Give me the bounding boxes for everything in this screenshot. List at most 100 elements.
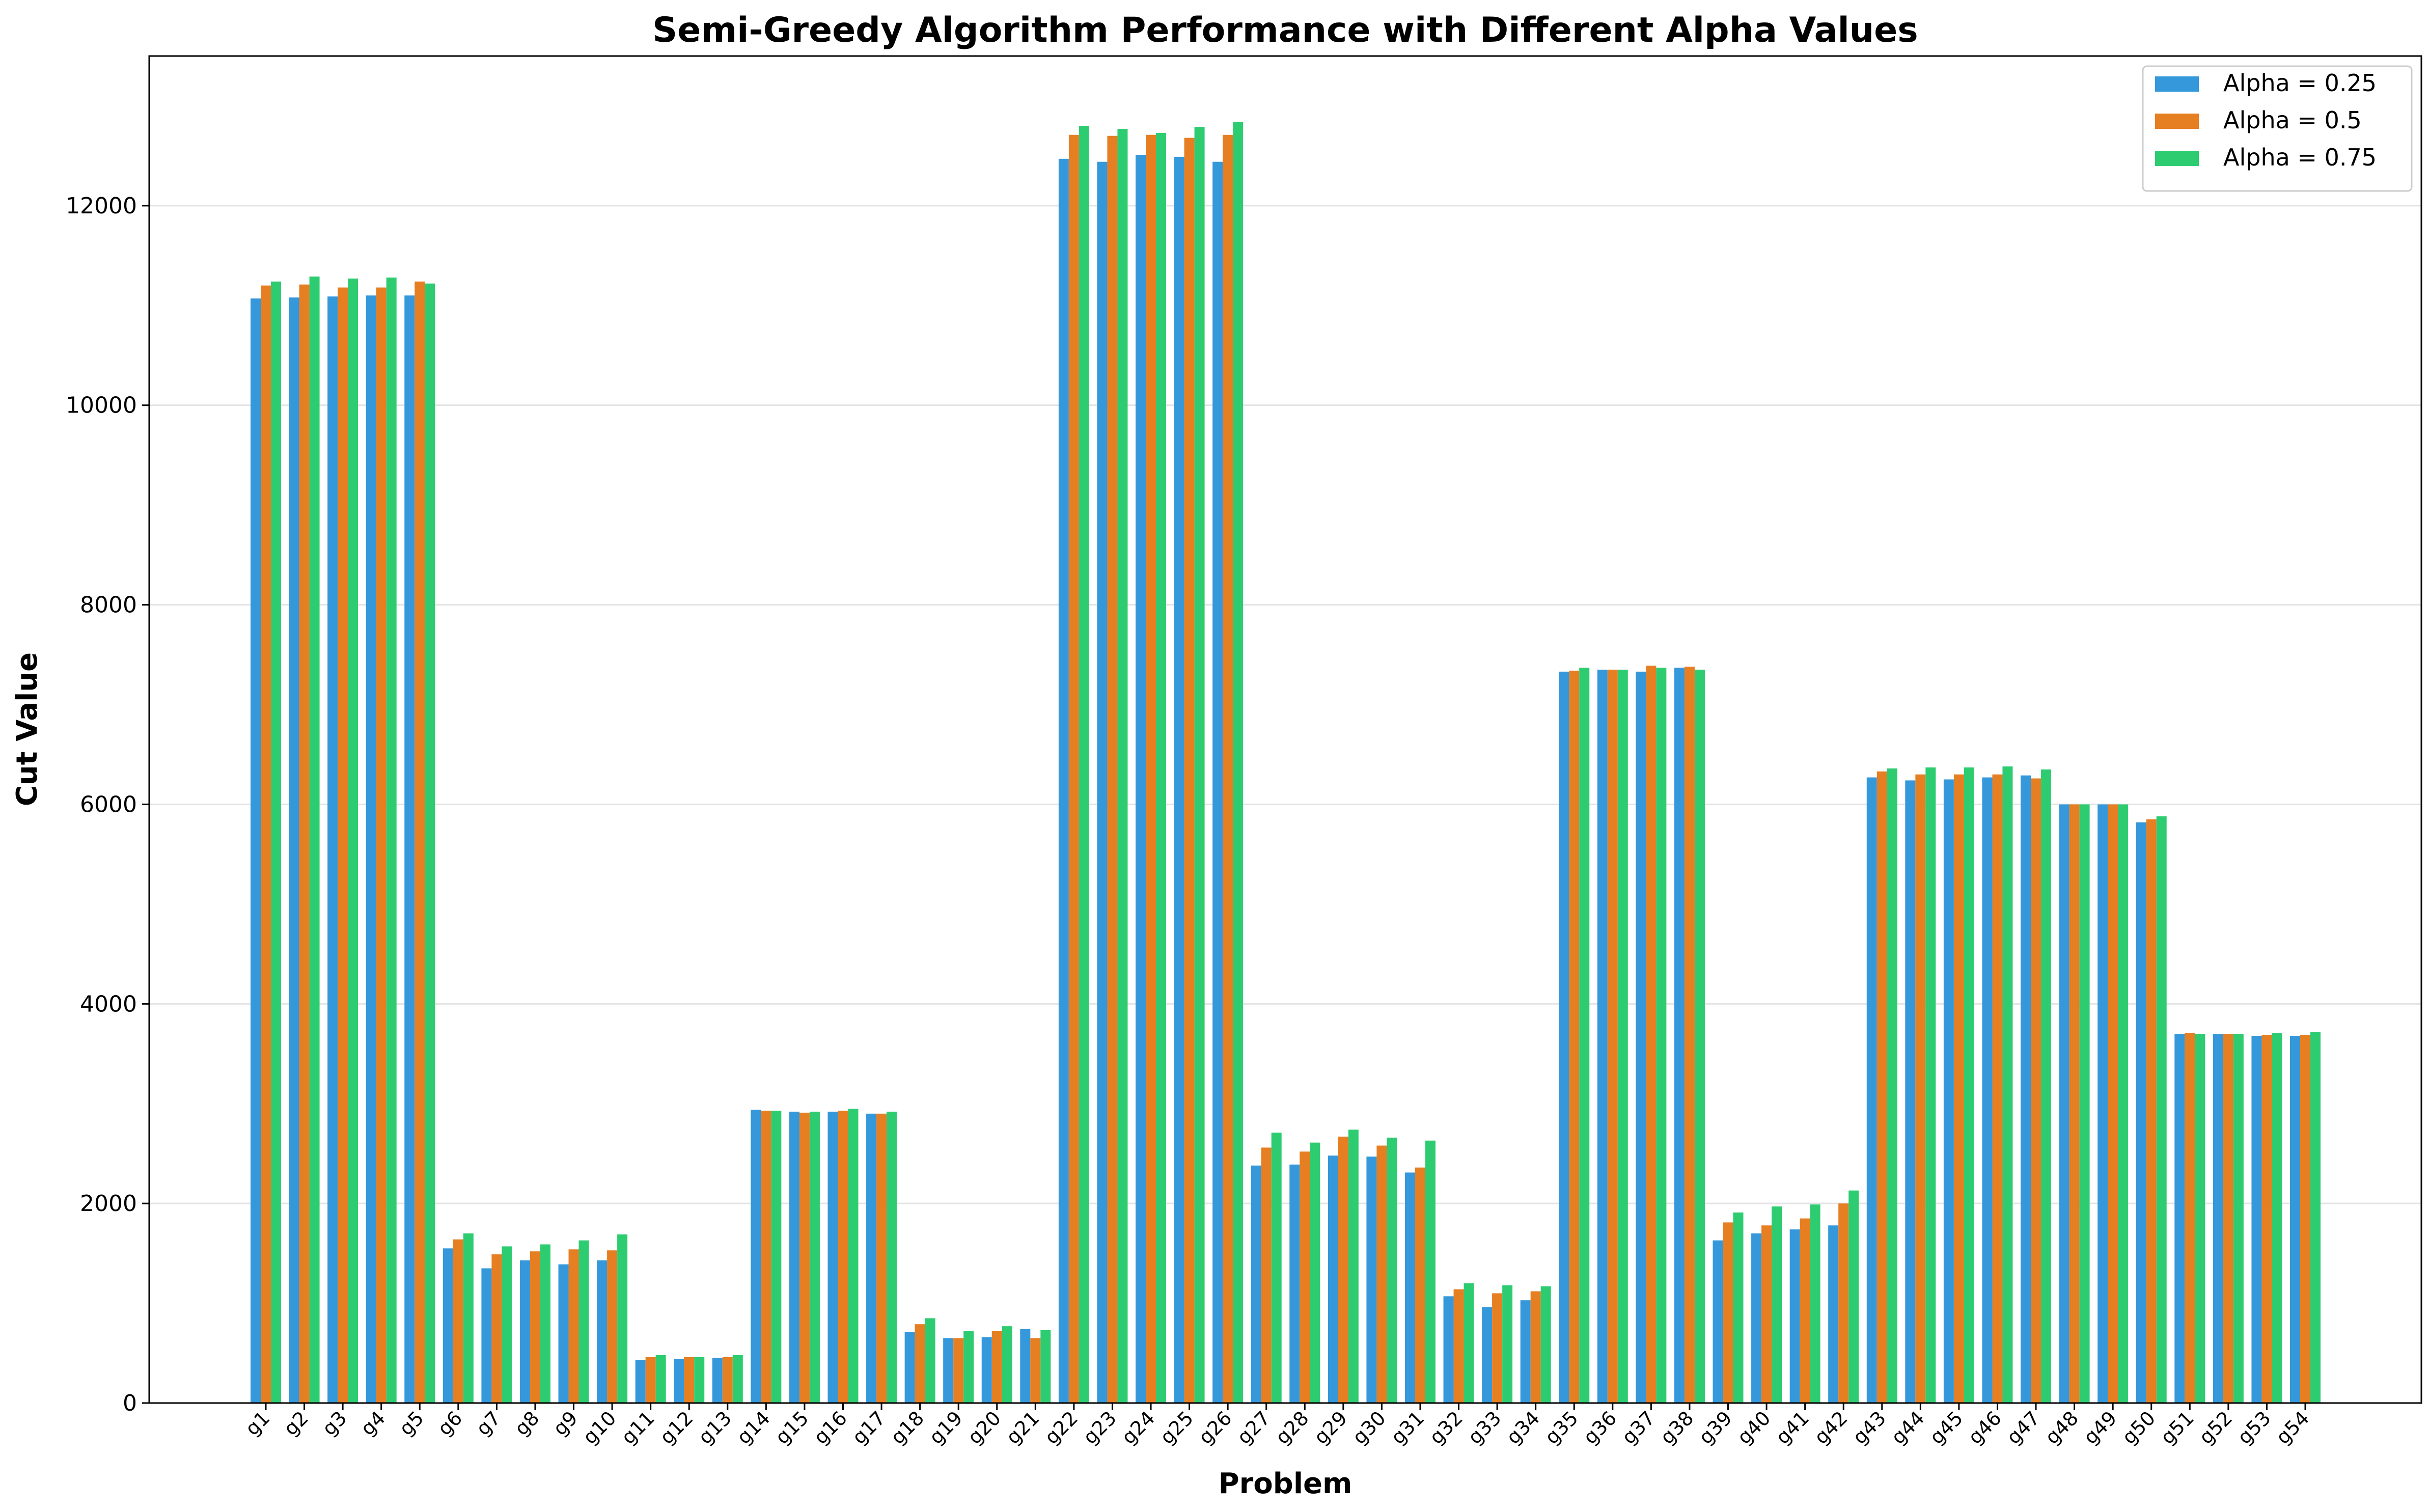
bar-g7-series-2	[491, 1254, 502, 1403]
bar-g52-series-2	[2223, 1034, 2233, 1403]
bar-g9-series-1	[558, 1264, 569, 1403]
bar-g4-series-1	[366, 295, 376, 1404]
bar-g17-series-1	[866, 1113, 877, 1403]
bar-g2-series-3	[309, 276, 320, 1403]
legend-label: Alpha = 0.75	[2223, 144, 2377, 171]
bar-g32-series-2	[1453, 1289, 1464, 1403]
bar-g28-series-2	[1300, 1151, 1310, 1403]
bar-g12-series-2	[684, 1357, 695, 1403]
bar-g41-series-2	[1800, 1218, 1810, 1403]
bar-g45-series-2	[1953, 774, 1964, 1403]
bar-g6-series-2	[453, 1239, 463, 1403]
bar-g16-series-2	[838, 1110, 848, 1403]
bar-g9-series-3	[578, 1240, 589, 1403]
y-tick-label: 12000	[66, 193, 137, 219]
bar-g46-series-1	[1982, 777, 1993, 1403]
bar-g38-series-2	[1684, 667, 1695, 1403]
bar-g21-series-3	[1040, 1330, 1051, 1403]
bar-g23-series-1	[1097, 161, 1108, 1404]
bar-g15-series-3	[809, 1111, 820, 1403]
bar-g10-series-2	[607, 1250, 618, 1403]
chart-title: Semi-Greedy Algorithm Performance with D…	[652, 10, 1918, 50]
bar-g26-series-3	[1233, 122, 1244, 1404]
bar-g34-series-2	[1530, 1291, 1541, 1403]
bar-g24-series-3	[1156, 132, 1167, 1403]
bar-g42-series-1	[1828, 1225, 1839, 1403]
legend-label: Alpha = 0.25	[2223, 69, 2377, 97]
bar-g43-series-2	[1876, 771, 1887, 1403]
bar-g49-series-3	[2118, 804, 2129, 1403]
bar-g22-series-1	[1058, 158, 1069, 1403]
y-tick-label: 10000	[66, 393, 137, 419]
bar-g40-series-2	[1761, 1225, 1772, 1403]
bar-g26-series-1	[1212, 161, 1223, 1404]
bar-g8-series-3	[540, 1244, 550, 1403]
bar-g29-series-2	[1338, 1136, 1348, 1403]
bar-g16-series-3	[848, 1109, 859, 1403]
bar-g7-series-1	[481, 1268, 492, 1403]
bar-g16-series-1	[827, 1111, 838, 1403]
bar-g53-series-2	[2261, 1035, 2272, 1403]
bar-g25-series-1	[1174, 156, 1184, 1403]
bar-g31-series-2	[1415, 1167, 1425, 1403]
bar-g23-series-2	[1107, 135, 1118, 1404]
bar-g27-series-1	[1251, 1165, 1261, 1403]
legend: Alpha = 0.25 Alpha = 0.5 Alpha = 0.75	[2142, 65, 2413, 192]
bar-g35-series-1	[1559, 671, 1569, 1403]
bar-g28-series-1	[1289, 1164, 1300, 1403]
bar-g20-series-2	[991, 1331, 1002, 1403]
bar-g4-series-2	[376, 287, 387, 1404]
bar-g19-series-1	[943, 1338, 954, 1403]
bar-g3-series-2	[338, 287, 348, 1404]
bar-g29-series-1	[1328, 1156, 1338, 1403]
bar-g17-series-3	[887, 1111, 897, 1403]
bar-g30-series-3	[1387, 1137, 1397, 1403]
bar-g37-series-1	[1636, 671, 1646, 1403]
bar-g3-series-1	[327, 296, 338, 1404]
bar-g41-series-1	[1789, 1229, 1800, 1403]
bar-g24-series-1	[1136, 154, 1146, 1403]
bar-g47-series-3	[2041, 769, 2052, 1403]
bar-g54-series-3	[2310, 1032, 2321, 1403]
bar-g38-series-3	[1694, 669, 1705, 1403]
bar-g18-series-3	[925, 1318, 935, 1403]
bar-g22-series-3	[1079, 126, 1089, 1403]
bar-g43-series-1	[1866, 777, 1877, 1403]
legend-label: Alpha = 0.5	[2223, 106, 2362, 134]
bar-g17-series-2	[876, 1113, 887, 1403]
bar-g52-series-3	[2233, 1034, 2244, 1403]
bar-g33-series-3	[1502, 1285, 1513, 1403]
y-tick-label: 6000	[80, 791, 137, 817]
y-tick-label: 8000	[80, 592, 137, 618]
bar-g22-series-2	[1068, 134, 1079, 1403]
bar-g46-series-2	[1992, 774, 2003, 1403]
bar-g48-series-2	[2069, 804, 2080, 1403]
bar-g3-series-3	[348, 278, 358, 1403]
bar-g34-series-1	[1520, 1300, 1531, 1403]
bar-g12-series-1	[674, 1359, 684, 1403]
bar-g32-series-1	[1443, 1296, 1454, 1403]
bar-g33-series-2	[1492, 1293, 1503, 1403]
bar-g18-series-1	[904, 1332, 915, 1403]
bar-g6-series-1	[443, 1248, 453, 1403]
bar-g48-series-1	[2059, 804, 2069, 1403]
bar-g2-series-2	[299, 284, 310, 1403]
bar-g30-series-2	[1376, 1145, 1387, 1403]
bar-g21-series-2	[1030, 1338, 1041, 1403]
bar-g39-series-2	[1723, 1222, 1733, 1403]
bar-g39-series-3	[1733, 1212, 1744, 1403]
bar-g11-series-2	[645, 1357, 656, 1403]
bar-g26-series-2	[1223, 134, 1233, 1403]
bar-g36-series-2	[1607, 669, 1618, 1403]
y-tick-label: 2000	[80, 1191, 137, 1217]
bar-g30-series-1	[1366, 1157, 1377, 1403]
bar-g51-series-1	[2174, 1034, 2185, 1403]
bar-g19-series-3	[963, 1331, 974, 1403]
y-axis-label: Cut Value	[11, 652, 44, 806]
bar-g37-series-3	[1656, 668, 1667, 1403]
bar-g52-series-1	[2213, 1034, 2223, 1403]
bar-g25-series-2	[1184, 138, 1195, 1404]
y-tick-label: 4000	[80, 991, 137, 1017]
bar-g21-series-1	[1020, 1329, 1031, 1403]
